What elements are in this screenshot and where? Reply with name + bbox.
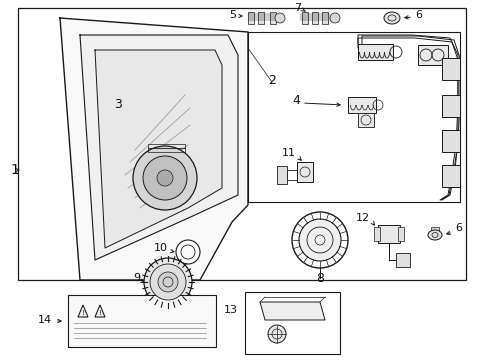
Bar [387, 14, 395, 22]
Bar [373, 227, 379, 241]
Text: 4: 4 [291, 94, 299, 107]
Circle shape [267, 325, 285, 343]
Bar [441, 165, 459, 187]
Text: 3: 3 [114, 99, 122, 112]
Bar [258, 12, 264, 24]
Circle shape [143, 258, 192, 306]
Bar [247, 12, 253, 24]
Bar [244, 292, 339, 354]
Bar [68, 295, 216, 347]
Ellipse shape [427, 230, 441, 240]
Bar [357, 44, 392, 60]
Bar [347, 97, 375, 113]
Text: 2: 2 [267, 73, 275, 86]
Bar [377, 225, 399, 243]
Text: !: ! [99, 310, 101, 316]
Text: !: ! [81, 310, 84, 316]
Polygon shape [60, 18, 247, 280]
Bar [18, 8, 465, 280]
Circle shape [158, 272, 178, 292]
Circle shape [157, 170, 173, 186]
Bar [311, 12, 317, 24]
Circle shape [298, 219, 340, 261]
Text: 1: 1 [10, 163, 19, 177]
Ellipse shape [383, 12, 399, 24]
Bar [357, 113, 373, 127]
Text: 8: 8 [315, 271, 324, 284]
Bar [302, 12, 307, 24]
Circle shape [150, 264, 185, 300]
Text: 10: 10 [154, 243, 168, 253]
Polygon shape [95, 50, 222, 248]
Bar [276, 166, 286, 184]
Circle shape [133, 146, 197, 210]
Bar [441, 58, 459, 80]
Bar [430, 227, 438, 235]
Bar [441, 95, 459, 117]
Bar [247, 32, 459, 202]
Circle shape [274, 13, 285, 23]
Text: 5: 5 [228, 10, 236, 20]
Bar [148, 144, 184, 152]
Text: WARNING/AVERTISSEMENT: WARNING/AVERTISSEMENT [128, 306, 211, 311]
Text: 14: 14 [38, 315, 52, 325]
Text: 6: 6 [414, 10, 421, 20]
Circle shape [142, 156, 186, 200]
Text: 13: 13 [224, 305, 238, 315]
Text: XXXXXX XXXXXXXXX: XXXXXX XXXXXXXXX [116, 315, 174, 320]
Text: 9: 9 [133, 273, 140, 283]
Circle shape [329, 13, 339, 23]
Polygon shape [260, 302, 325, 320]
Bar [321, 12, 327, 24]
Bar [296, 162, 312, 182]
Bar [395, 253, 409, 267]
Polygon shape [80, 35, 238, 260]
Text: 12: 12 [355, 213, 369, 223]
Bar [417, 45, 447, 65]
Text: 11: 11 [282, 148, 295, 158]
Bar [269, 12, 275, 24]
Text: 7: 7 [294, 3, 301, 13]
Bar [441, 130, 459, 152]
Text: 6: 6 [454, 223, 461, 233]
Bar [397, 227, 403, 241]
